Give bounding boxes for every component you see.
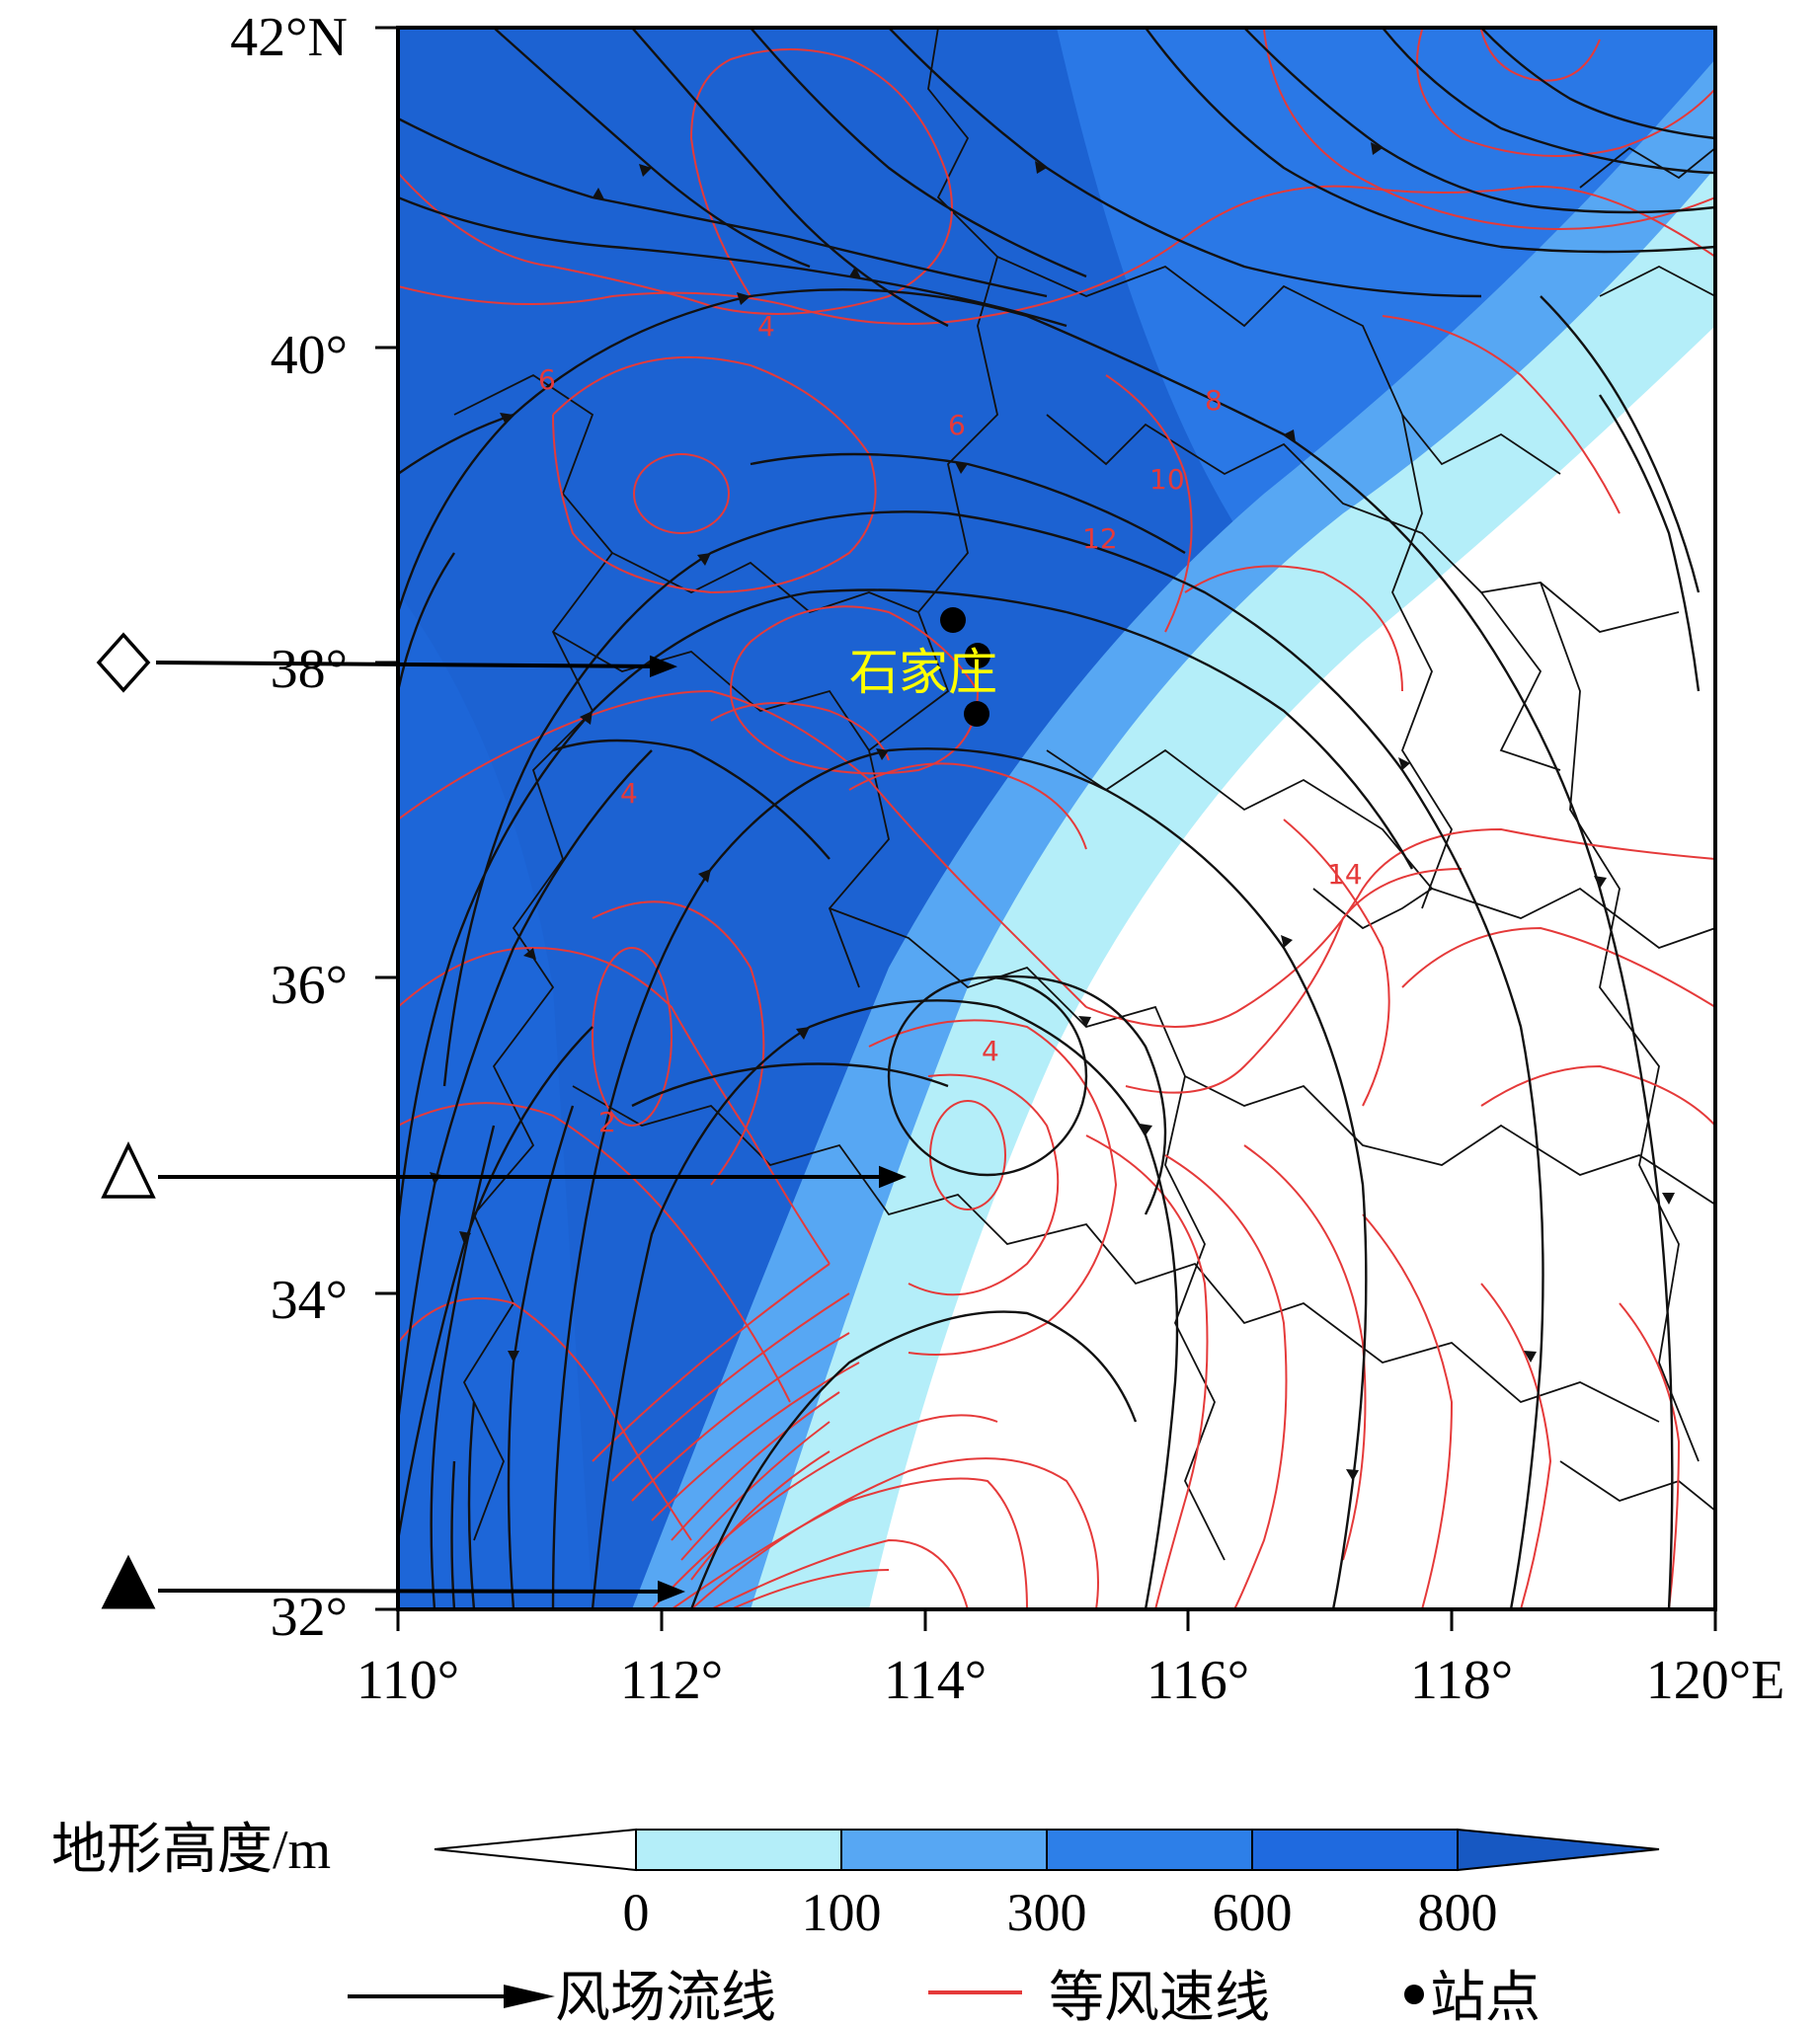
station-dot [964,701,989,727]
station-dot [940,607,966,633]
profile-markers [96,632,907,1609]
colorbar-label-800: 800 [1418,1883,1498,1942]
isotach-label-8: 8 [1205,384,1223,417]
station-markers [940,607,990,727]
lon-label-118: 118° [1410,1650,1513,1711]
colorbar-label-100: 100 [802,1883,882,1942]
isotach-lines [398,29,1715,1609]
colorbar-segment-100-300 [840,1829,1048,1871]
diamond-marker-arrow [155,655,677,678]
triangle-filled-marker-arrow [157,1580,685,1603]
lon-label-114: 114° [884,1650,987,1711]
province-boundaries [453,28,1715,1561]
isotach-legend-label: 等风速线 [1049,1968,1270,2028]
streamline-legend-arrowhead [504,1985,555,2008]
terrain-legend: 地形高度/m 0 100 300 600 800 [51,1820,1660,1942]
station-legend-dot [1404,1985,1424,2004]
triangle-filled-marker [101,1554,156,1609]
isotach-label-6-center: 6 [948,409,966,441]
wind-streamlines [398,28,1715,1609]
lat-label-38: 38° [271,639,348,700]
isotach-label-14: 14 [1327,858,1363,891]
colorbar-segment-below-0 [434,1828,637,1872]
symbol-legend: 风场流线 等风速线 站点 [348,1968,1541,2028]
isotach-labels: 4 6 6 8 10 12 14 4 2 4 [538,310,1363,1138]
isotach-label-4-north: 4 [757,310,775,343]
lon-label-120: 120°E [1646,1650,1785,1711]
colorbar-segment-600-800 [1251,1829,1459,1871]
lon-label-116: 116° [1147,1650,1249,1711]
map-frame [396,26,1717,1611]
isotach-label-4-west: 4 [620,777,638,810]
colorbar-segment-0-100 [635,1829,842,1871]
colorbar-segment-above-800 [1457,1828,1660,1872]
colorbar-label-300: 300 [1007,1883,1087,1942]
colorbar-label-600: 600 [1213,1883,1293,1942]
isotach-label-4-south: 4 [982,1035,999,1067]
station-legend-label: 站点 [1430,1968,1541,2028]
isotach-label-6-west: 6 [538,363,556,396]
city-label-shijiazhuang: 石家庄 [849,645,997,700]
longitude-labels: 110° 112° 114° 116° 118° 120°E [356,1650,1784,1711]
lat-label-32: 32° [271,1587,348,1648]
lat-label-42: 42°N [230,7,348,68]
lat-label-34: 34° [271,1270,348,1331]
diamond-open-marker [96,632,151,693]
lon-label-112: 112° [620,1650,723,1711]
triangle-open-marker [101,1140,156,1199]
isotach-label-12: 12 [1082,522,1118,555]
station-dot [965,643,990,668]
isotach-label-10: 10 [1149,463,1185,496]
lon-label-110: 110° [356,1650,459,1711]
colorbar-segment-300-600 [1046,1829,1253,1871]
colorbar-label-0: 0 [623,1883,650,1942]
lat-label-40: 40° [271,325,348,386]
latitude-labels: 42°N 40° 38° 36° 34° 32° [230,7,348,1648]
streamline-legend-label: 风场流线 [555,1968,776,2028]
lat-label-36: 36° [271,955,348,1016]
terrain-legend-title: 地形高度/m [51,1820,331,1881]
isotach-label-2: 2 [598,1106,616,1138]
